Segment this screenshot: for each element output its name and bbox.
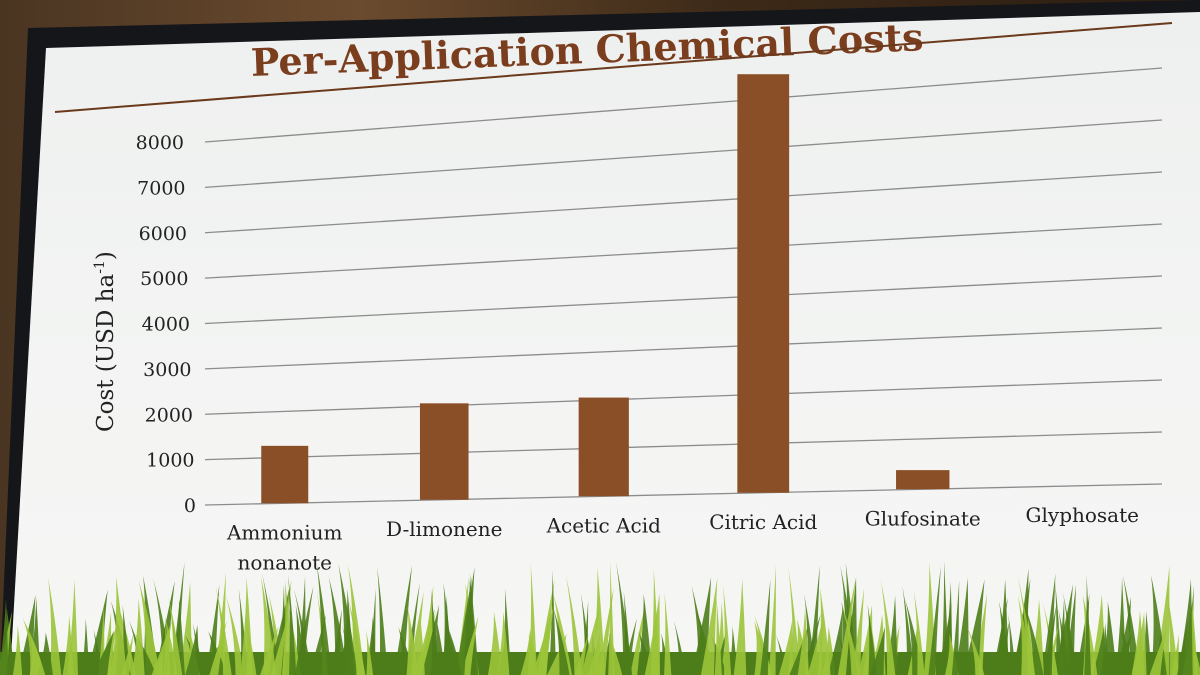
y-axis-label-superscript: -1 <box>92 260 108 274</box>
gridlines <box>204 67 1163 506</box>
y-axis-label: Cost (USD ha-1) <box>92 251 119 432</box>
x-tick-label: Glufosinate <box>865 506 981 530</box>
gridline <box>204 483 1163 506</box>
y-tick-label: 3000 <box>143 359 191 381</box>
gridline <box>204 67 1163 143</box>
y-tick-label: 7000 <box>137 177 185 199</box>
bar <box>896 470 950 490</box>
y-tick-label: 4000 <box>142 314 190 336</box>
x-tick-label: Acetic Acid <box>546 513 662 537</box>
x-tick-label: Glyphosate <box>1026 503 1139 527</box>
gridline <box>204 223 1163 279</box>
bar <box>578 397 629 497</box>
y-tick-labels: 0 1000 2000 3000 4000 5000 6000 7000 8000 <box>136 132 196 517</box>
x-tick-labels: Ammonium nonanote D-limonene Acetic Acid Cit… <box>226 503 1139 575</box>
x-tick-label: D-limonene <box>386 517 502 541</box>
gridline <box>204 379 1163 415</box>
bar <box>261 445 309 504</box>
x-tick-label: Citric Acid <box>709 510 817 534</box>
gridline <box>204 171 1163 234</box>
title-underline <box>54 22 1173 113</box>
y-tick-label: 2000 <box>145 404 193 426</box>
y-tick-label: 0 <box>184 495 196 517</box>
bar <box>419 403 469 500</box>
y-tick-label: 8000 <box>136 132 184 154</box>
gridline <box>204 275 1163 325</box>
bar <box>737 74 790 493</box>
bars <box>261 74 950 504</box>
y-tick-label: 5000 <box>140 268 188 290</box>
gridline <box>204 119 1163 189</box>
gridline <box>204 431 1163 461</box>
gridline <box>204 327 1163 370</box>
x-tick-label: Ammonium nonanote <box>226 520 343 574</box>
y-tick-label: 1000 <box>146 450 194 472</box>
y-tick-label: 6000 <box>139 223 187 245</box>
grass-decoration <box>0 560 1200 675</box>
